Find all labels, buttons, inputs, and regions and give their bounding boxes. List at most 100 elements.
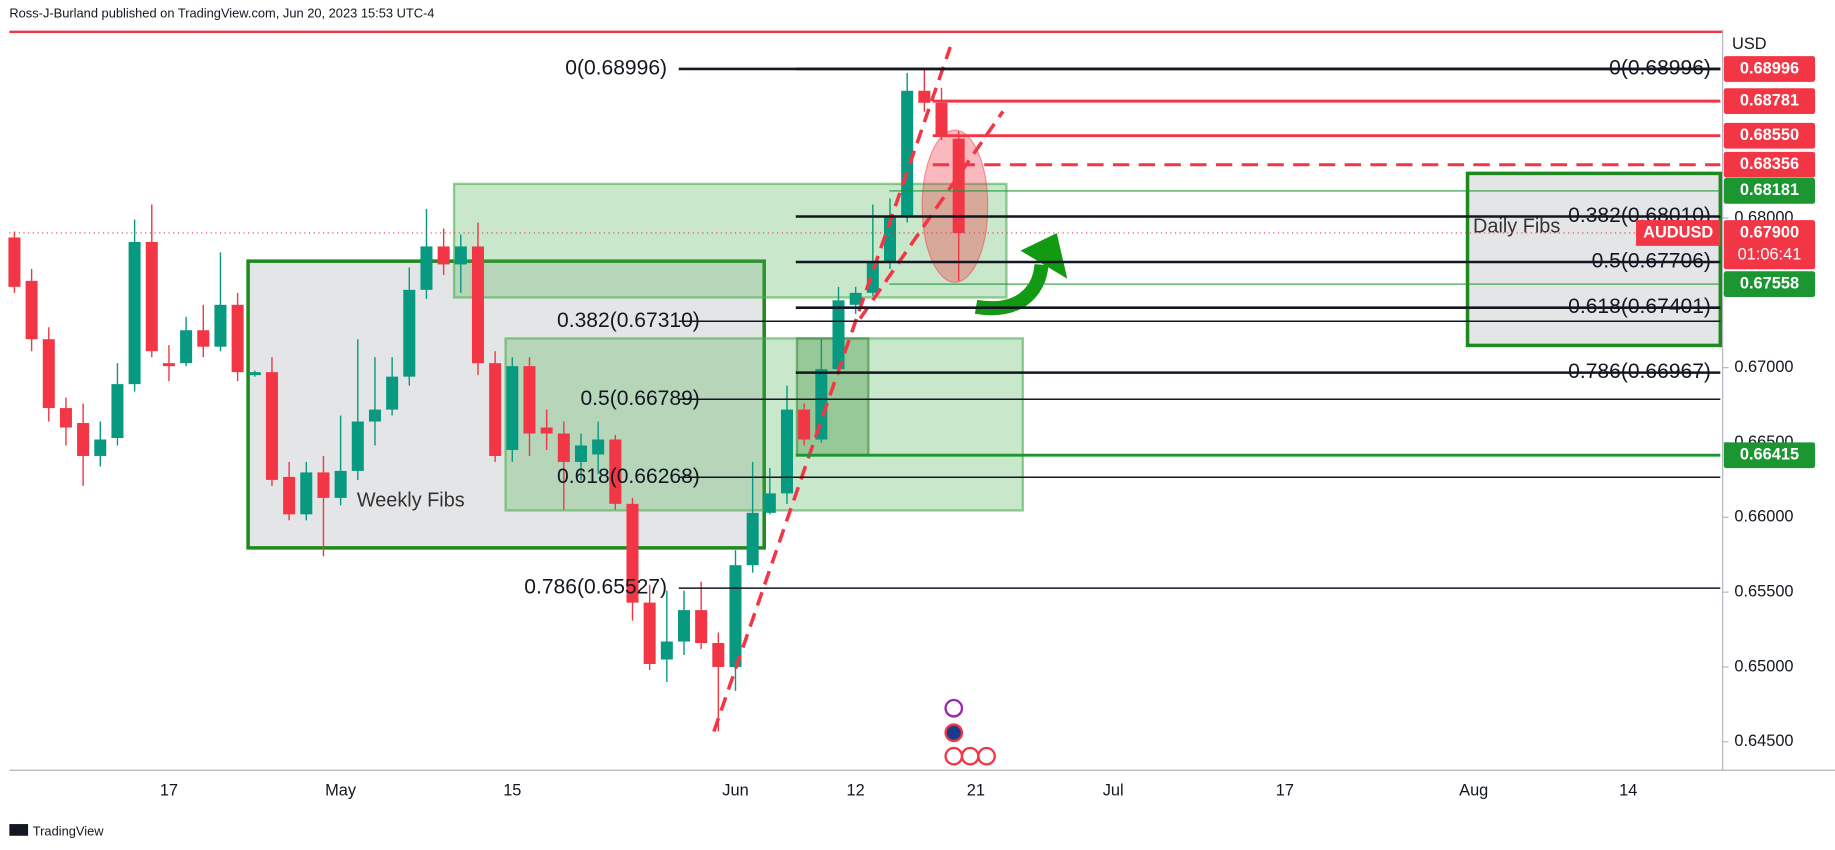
candle-body xyxy=(677,610,690,642)
fib-label: 0.786(0.65527) xyxy=(524,576,667,599)
price-tag-label: 0.68781 xyxy=(1740,91,1799,109)
y-tick-label: 0.65000 xyxy=(1734,657,1793,675)
annotation: Daily Fibs xyxy=(1473,215,1560,237)
fib-label: 0(0.68996) xyxy=(1609,57,1711,80)
x-tick-label: Jun xyxy=(722,782,748,800)
candle-body xyxy=(128,241,141,385)
trend-line xyxy=(858,110,1005,320)
candle-body xyxy=(145,241,158,352)
candle-body xyxy=(660,641,673,660)
price-tag-label: 0.68181 xyxy=(1740,181,1799,199)
candle-body xyxy=(300,472,313,515)
price-tag xyxy=(1723,56,1816,82)
candle-body xyxy=(351,421,364,471)
event-icon xyxy=(977,746,996,766)
candle-body xyxy=(540,427,553,434)
candle-body xyxy=(248,372,261,376)
last-price-label: 0.67900 xyxy=(1740,223,1799,241)
annotation: Weekly Fibs xyxy=(357,489,465,511)
candle-body xyxy=(695,610,708,644)
candle-body xyxy=(626,503,639,603)
candle-body xyxy=(25,280,38,340)
x-tick-label: 21 xyxy=(967,782,985,800)
trend-line xyxy=(712,46,952,733)
footer-brand: TradingView xyxy=(33,824,104,839)
event-icon xyxy=(944,746,964,766)
candle-body xyxy=(592,439,605,455)
countdown: 01:06:41 xyxy=(1738,246,1802,264)
x-tick-label: Jul xyxy=(1103,782,1124,800)
candle-body xyxy=(471,246,484,364)
candle-body xyxy=(643,602,656,664)
candle-body xyxy=(77,423,90,456)
candle-body xyxy=(557,433,570,462)
highlight-ellipse xyxy=(921,129,989,283)
price-tag-label: 0.68996 xyxy=(1740,59,1799,77)
candle-body xyxy=(8,237,21,287)
price-tag xyxy=(1723,151,1816,178)
last-price-tag xyxy=(1723,220,1816,270)
candle-body xyxy=(214,304,227,347)
candle-body xyxy=(901,90,914,217)
candle-body xyxy=(403,289,416,377)
event-icon xyxy=(944,723,964,743)
candle-body xyxy=(883,216,897,263)
price-tag xyxy=(1723,122,1816,149)
candle-body xyxy=(609,439,622,504)
candle-body xyxy=(729,565,742,667)
candle-body xyxy=(454,246,467,265)
price-tag xyxy=(1723,442,1816,469)
event-icon xyxy=(960,746,980,766)
candle-body xyxy=(763,493,776,513)
daily-fib-box xyxy=(1465,171,1723,348)
candle-body xyxy=(334,470,347,498)
x-tick-label: Aug xyxy=(1459,782,1488,800)
candle-body xyxy=(231,304,244,373)
price-tag-label: 0.68356 xyxy=(1740,155,1799,173)
price-tag-label: 0.68550 xyxy=(1740,126,1799,144)
y-tick-label: 0.66000 xyxy=(1734,508,1793,526)
x-tick-label: 17 xyxy=(1276,782,1294,800)
candle-body xyxy=(94,439,107,456)
candle-body xyxy=(918,90,931,103)
candles xyxy=(8,68,965,732)
fib-label: 0.382(0.67310) xyxy=(557,309,700,332)
symbol-tag-label: AUDUSD xyxy=(1643,223,1713,241)
candle-body xyxy=(746,512,759,566)
candle-body xyxy=(42,339,55,409)
price-tag-label: 0.67558 xyxy=(1740,274,1799,292)
candle-body xyxy=(832,300,845,370)
arrow-head xyxy=(1020,233,1068,279)
candle-body xyxy=(712,643,725,667)
price-tag xyxy=(1723,271,1816,298)
x-tick-label: 17 xyxy=(160,782,178,800)
currency-label: USD xyxy=(1732,35,1767,53)
candle-body xyxy=(368,409,381,422)
fib-label: 0.618(0.66268) xyxy=(557,465,700,488)
candle-body xyxy=(265,372,278,480)
fib-label: 0.5(0.66789) xyxy=(580,387,699,410)
candle-body xyxy=(523,366,536,434)
x-tick-label: 14 xyxy=(1619,782,1637,800)
y-tick-label: 0.67000 xyxy=(1734,358,1793,376)
candle-body xyxy=(437,246,450,265)
fib-label: 0.5(0.67706) xyxy=(1592,250,1711,273)
y-tick-label: 0.65500 xyxy=(1734,582,1793,600)
candle-body xyxy=(386,376,399,410)
fib-label: 0.618(0.67401) xyxy=(1568,295,1711,318)
candle-body xyxy=(111,384,124,439)
candle-body xyxy=(952,138,965,233)
candle-body xyxy=(162,363,175,367)
x-tick-label: May xyxy=(325,782,357,800)
candle-body xyxy=(420,246,433,290)
y-tick-label: 0.64500 xyxy=(1734,732,1793,750)
fib-label: 0.786(0.66967) xyxy=(1568,360,1711,383)
candle-body xyxy=(180,330,193,364)
candle-body xyxy=(849,292,862,305)
logo xyxy=(9,824,29,836)
fib-label: 0(0.68996) xyxy=(565,57,667,80)
x-tick-label: 15 xyxy=(503,782,521,800)
price-tag xyxy=(1723,178,1816,204)
